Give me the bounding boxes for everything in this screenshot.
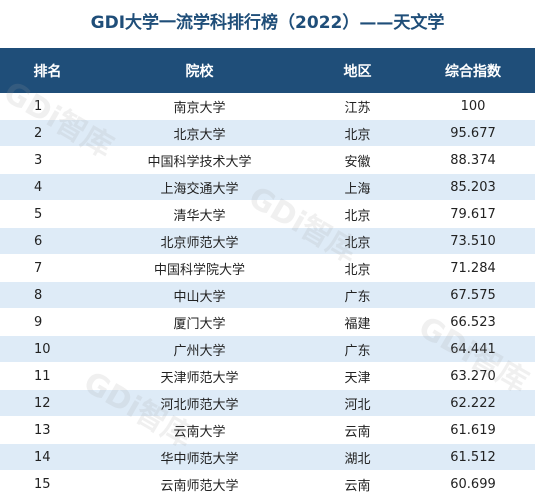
cell-score: 85.203 bbox=[411, 173, 535, 201]
table-row: 1 南京大学 江苏 100 bbox=[0, 93, 535, 120]
cell-score: 60.699 bbox=[411, 470, 535, 498]
table-row: 4 上海交通大学 上海 85.203 bbox=[0, 173, 535, 201]
cell-score: 64.441 bbox=[411, 335, 535, 363]
table-row: 9 厦门大学 福建 66.523 bbox=[0, 308, 535, 336]
cell-rank: 9 bbox=[0, 308, 95, 336]
ranking-table: 排名 院校 地区 综合指数 1 南京大学 江苏 100 2 北京大学 北京 95.677 3 中国… bbox=[0, 48, 535, 498]
cell-score: 71.284 bbox=[411, 254, 535, 282]
cell-school: 清华大学 bbox=[95, 200, 304, 228]
cell-region: 湖北 bbox=[304, 443, 411, 471]
cell-school: 南京大学 bbox=[95, 93, 304, 120]
cell-score: 73.510 bbox=[411, 227, 535, 255]
cell-region: 云南 bbox=[304, 416, 411, 444]
cell-rank: 12 bbox=[0, 389, 95, 417]
cell-school: 华中师范大学 bbox=[95, 443, 304, 471]
table-row: 5 清华大学 北京 79.617 bbox=[0, 200, 535, 228]
table-row: 14 华中师范大学 湖北 61.512 bbox=[0, 443, 535, 471]
cell-region: 北京 bbox=[304, 254, 411, 282]
table-row: 2 北京大学 北京 95.677 bbox=[0, 119, 535, 147]
cell-region: 江苏 bbox=[304, 93, 411, 120]
cell-score: 62.222 bbox=[411, 389, 535, 417]
cell-school: 北京大学 bbox=[95, 119, 304, 147]
cell-score: 88.374 bbox=[411, 146, 535, 174]
cell-rank: 15 bbox=[0, 470, 95, 498]
cell-score: 63.270 bbox=[411, 362, 535, 390]
cell-region: 河北 bbox=[304, 389, 411, 417]
cell-school: 上海交通大学 bbox=[95, 173, 304, 201]
page-title: GDI大学一流学科排行榜（2022）——天文学 bbox=[90, 13, 445, 33]
cell-school: 云南师范大学 bbox=[95, 470, 304, 498]
cell-rank: 10 bbox=[0, 335, 95, 363]
cell-region: 福建 bbox=[304, 308, 411, 336]
cell-school: 北京师范大学 bbox=[95, 227, 304, 255]
cell-rank: 2 bbox=[0, 119, 95, 147]
cell-rank: 6 bbox=[0, 227, 95, 255]
cell-school: 广州大学 bbox=[95, 335, 304, 363]
cell-score: 61.619 bbox=[411, 416, 535, 444]
header-region: 地区 bbox=[304, 48, 411, 93]
cell-region: 北京 bbox=[304, 200, 411, 228]
cell-region: 广东 bbox=[304, 335, 411, 363]
cell-score: 79.617 bbox=[411, 200, 535, 228]
cell-school: 河北师范大学 bbox=[95, 389, 304, 417]
table-row: 10 广州大学 广东 64.441 bbox=[0, 335, 535, 363]
cell-rank: 5 bbox=[0, 200, 95, 228]
table-row: 8 中山大学 广东 67.575 bbox=[0, 281, 535, 309]
cell-rank: 1 bbox=[0, 93, 95, 120]
cell-rank: 14 bbox=[0, 443, 95, 471]
cell-rank: 13 bbox=[0, 416, 95, 444]
table-row: 3 中国科学技术大学 安徽 88.374 bbox=[0, 146, 535, 174]
cell-score: 67.575 bbox=[411, 281, 535, 309]
cell-score: 100 bbox=[411, 93, 535, 120]
table-row: 11 天津师范大学 天津 63.270 bbox=[0, 362, 535, 390]
cell-school: 中国科学院大学 bbox=[95, 254, 304, 282]
cell-school: 中山大学 bbox=[95, 281, 304, 309]
cell-rank: 3 bbox=[0, 146, 95, 174]
cell-region: 北京 bbox=[304, 227, 411, 255]
cell-score: 95.677 bbox=[411, 119, 535, 147]
cell-region: 上海 bbox=[304, 173, 411, 201]
cell-school: 中国科学技术大学 bbox=[95, 146, 304, 174]
cell-rank: 11 bbox=[0, 362, 95, 390]
table-header-row: 排名 院校 地区 综合指数 bbox=[0, 48, 535, 93]
cell-score: 66.523 bbox=[411, 308, 535, 336]
cell-school: 厦门大学 bbox=[95, 308, 304, 336]
cell-region: 广东 bbox=[304, 281, 411, 309]
cell-rank: 8 bbox=[0, 281, 95, 309]
cell-region: 天津 bbox=[304, 362, 411, 390]
header-score: 综合指数 bbox=[411, 48, 535, 93]
cell-region: 安徽 bbox=[304, 146, 411, 174]
table-row: 12 河北师范大学 河北 62.222 bbox=[0, 389, 535, 417]
header-school: 院校 bbox=[95, 48, 304, 93]
header-rank: 排名 bbox=[0, 48, 95, 93]
cell-school: 云南大学 bbox=[95, 416, 304, 444]
table-row: 15 云南师范大学 云南 60.699 bbox=[0, 470, 535, 498]
cell-region: 北京 bbox=[304, 119, 411, 147]
cell-region: 云南 bbox=[304, 470, 411, 498]
cell-score: 61.512 bbox=[411, 443, 535, 471]
cell-rank: 4 bbox=[0, 173, 95, 201]
cell-rank: 7 bbox=[0, 254, 95, 282]
table-row: 13 云南大学 云南 61.619 bbox=[0, 416, 535, 444]
cell-school: 天津师范大学 bbox=[95, 362, 304, 390]
table-row: 7 中国科学院大学 北京 71.284 bbox=[0, 254, 535, 282]
table-row: 6 北京师范大学 北京 73.510 bbox=[0, 227, 535, 255]
